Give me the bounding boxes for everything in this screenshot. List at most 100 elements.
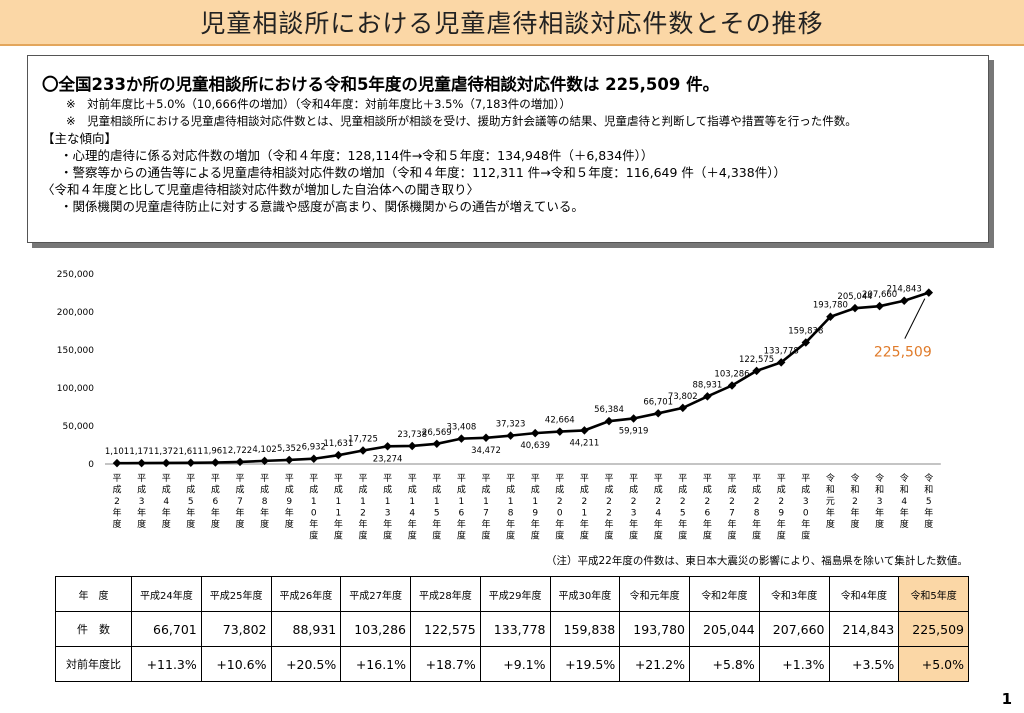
data-label: 26,569 [422, 428, 452, 438]
x-tick-label: 2 [778, 497, 784, 507]
x-tick-label: 4 [655, 509, 661, 519]
x-tick-label: 2 [606, 497, 612, 507]
x-tick-label: 年 [826, 507, 835, 519]
x-tick-label: 平 [432, 473, 441, 484]
x-tick-label: 2 [729, 497, 735, 507]
x-tick-label: 度 [432, 530, 441, 542]
x-tick-label: 年 [727, 518, 736, 530]
table-cell: 令和5年度 [898, 576, 969, 612]
x-tick-label: 度 [457, 530, 466, 542]
x-tick-label: 度 [654, 530, 663, 542]
x-tick-label: 平 [285, 473, 294, 484]
x-tick-label: 6 [705, 509, 711, 519]
x-tick-label: 成 [629, 484, 638, 496]
data-label: 37,323 [496, 420, 526, 430]
x-tick-label: 度 [850, 518, 859, 530]
y-tick-label: 50,000 [63, 422, 95, 432]
x-tick-label: 年 [358, 518, 367, 530]
x-tick-label: 成 [112, 484, 121, 496]
x-tick-label: 平 [383, 473, 392, 484]
x-tick-label: 令 [900, 472, 909, 484]
page-number: 1 [1001, 690, 1012, 708]
x-tick-label: 年 [334, 518, 343, 530]
row-header: 対前年度比 [55, 646, 132, 682]
x-tick-label: 平 [752, 473, 761, 484]
table-cell: 88,931 [270, 611, 342, 647]
x-tick-label: 年 [457, 518, 466, 530]
x-tick-label: 4 [163, 497, 169, 507]
data-point [629, 414, 638, 423]
data-point [703, 392, 712, 401]
table-cell: 平成30年度 [549, 576, 621, 612]
data-point [678, 403, 688, 413]
x-tick-label: 9 [778, 509, 784, 519]
section-title-trends: 【主な傾向】 [42, 131, 118, 146]
x-tick-label: 成 [211, 484, 220, 496]
x-tick-label: 年 [629, 518, 638, 530]
data-label: 59,919 [619, 426, 649, 436]
x-tick-label: 成 [506, 484, 515, 496]
table-cell: 令和4年度 [828, 576, 900, 612]
data-label: 11,631 [324, 439, 354, 449]
x-tick-label: 度 [752, 530, 761, 542]
x-tick-label: 平 [408, 473, 417, 484]
table-cell: +10.6% [200, 646, 272, 682]
x-tick-label: 4 [409, 509, 415, 519]
x-tick-label: 7 [483, 509, 489, 519]
x-tick-label: 9 [532, 509, 538, 519]
data-point [186, 458, 196, 468]
table-cell: 令和2年度 [689, 576, 760, 612]
x-tick-label: 8 [262, 497, 268, 507]
x-tick-label: 2 [655, 497, 661, 507]
x-tick-label: 年 [604, 518, 613, 530]
x-tick-label: 度 [777, 530, 786, 542]
data-point [309, 454, 319, 463]
summary-note: ※ 児童相談所における児童虐待相談対応件数とは、児童相談所が相談を受け、援助方針… [66, 114, 857, 128]
x-tick-label: 2 [852, 497, 858, 507]
x-tick-label: 成 [703, 484, 712, 496]
data-point [137, 458, 146, 468]
data-point [407, 441, 417, 451]
x-tick-label: 度 [137, 518, 146, 530]
x-tick-label: 和 [826, 485, 835, 496]
table-cell: 平成28年度 [410, 576, 481, 612]
page-title: 児童相談所における児童虐待相談対応件数とその推移 [200, 9, 824, 38]
x-tick-label: 6 [459, 509, 465, 519]
x-tick-label: 度 [481, 530, 490, 542]
table-cell: 225,509 [898, 611, 969, 647]
table-cell: +21.2% [619, 646, 690, 682]
x-tick-label: 平 [727, 473, 736, 484]
x-tick-label: 年 [580, 518, 589, 530]
data-label: 23,274 [373, 454, 403, 464]
x-tick-label: 年 [211, 507, 220, 519]
x-tick-label: 度 [309, 530, 318, 542]
x-tick-label: 成 [162, 484, 171, 496]
x-tick-label: 年 [555, 518, 564, 530]
x-tick-label: 年 [383, 518, 392, 530]
x-tick-label: 成 [457, 484, 466, 496]
x-tick-label: 5 [434, 509, 440, 519]
data-label: 1,961 [203, 447, 227, 457]
x-tick-label: 成 [801, 484, 810, 496]
x-tick-label: 平 [629, 473, 638, 484]
x-tick-label: 平 [801, 473, 810, 484]
x-tick-label: 2 [114, 497, 120, 507]
x-tick-label: 2 [606, 509, 612, 519]
x-tick-label: 成 [285, 484, 294, 496]
x-tick-label: 度 [924, 518, 933, 530]
x-tick-label: 成 [432, 484, 441, 496]
table-cell: 133,778 [479, 611, 551, 647]
series-line [116, 291, 930, 465]
x-tick-label: 令 [826, 472, 835, 484]
x-tick-label: 年 [678, 518, 687, 530]
data-point [383, 442, 392, 451]
table-cell: +18.7% [410, 646, 481, 682]
x-tick-label: 成 [531, 484, 540, 496]
x-tick-label: 平 [531, 473, 540, 484]
x-tick-label: 年 [112, 507, 121, 519]
data-label: 1,171 [129, 447, 153, 457]
x-tick-label: 1 [582, 509, 588, 519]
x-tick-label: 3 [877, 497, 883, 507]
table-cell: 103,286 [340, 611, 411, 647]
x-tick-label: 年 [703, 518, 712, 530]
